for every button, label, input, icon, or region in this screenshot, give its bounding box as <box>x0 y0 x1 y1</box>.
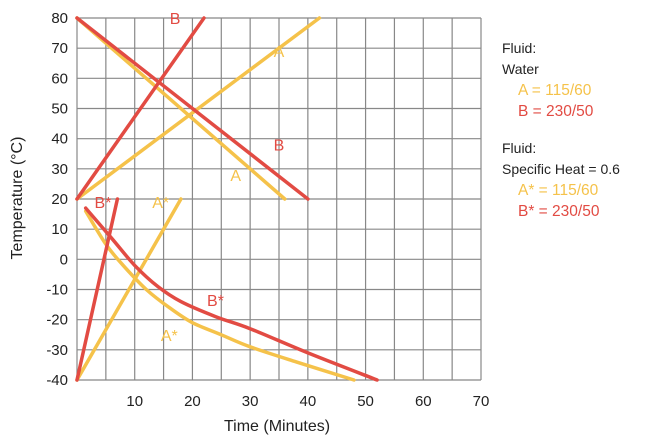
curve-label: B* <box>207 293 224 310</box>
curve-label: A* <box>152 195 169 212</box>
grid <box>76 17 482 381</box>
tick-labels: 10 20 30 40 50 60 70 80 70 60 50 40 30 20 10 0 -10 -20 -30… <box>46 10 489 410</box>
curve-label: A <box>274 44 285 61</box>
x-tick-label: 70 <box>473 393 490 410</box>
y-tick-label: 70 <box>51 40 68 57</box>
y-tick-label: 30 <box>51 161 68 178</box>
legend-group: Fluid: Water A = 115/60 B = 230/50 <box>502 38 659 122</box>
curve-label: B* <box>95 195 112 212</box>
curve-labels: B A B A B* A* B* A* <box>95 11 285 345</box>
y-tick-label: 60 <box>51 70 68 87</box>
curve-label: B <box>170 11 181 28</box>
legend-entry: B = 230/50 <box>518 103 594 120</box>
y-tick-label: 20 <box>51 191 68 208</box>
y-tick-label: -30 <box>46 342 68 359</box>
legend-heading: Water <box>502 61 539 77</box>
y-tick-label: -10 <box>46 282 68 299</box>
series-line-b-star <box>83 206 379 382</box>
series-line-a-star <box>83 209 356 382</box>
x-tick-label: 50 <box>357 393 374 410</box>
x-tick-label: 20 <box>184 393 201 410</box>
x-tick-label: 10 <box>126 393 143 410</box>
y-tick-label: 0 <box>60 251 68 268</box>
series-line-a-star <box>75 197 183 382</box>
legend: Fluid: Water A = 115/60 B = 230/50 Fluid: Spe… <box>502 38 659 238</box>
x-axis-title: Time (Minutes) <box>224 418 330 435</box>
y-tick-label: -20 <box>46 312 68 329</box>
x-tick-label: 40 <box>300 393 317 410</box>
legend-entry: A* = 115/60 <box>518 182 599 199</box>
series-line-b <box>75 16 310 201</box>
series-line-b-star <box>75 197 120 382</box>
curve-label: B <box>274 138 285 155</box>
curve-label: A* <box>161 328 178 345</box>
y-tick-label: -40 <box>46 372 68 389</box>
legend-heading: Specific Heat = 0.6 <box>502 161 620 177</box>
series-line-a <box>75 16 287 201</box>
series-line-b <box>75 16 206 201</box>
y-axis-title: Temperature (°C) <box>9 137 26 260</box>
legend-entry: B* = 230/50 <box>518 203 600 220</box>
legend-heading: Fluid: <box>502 140 537 156</box>
legend-heading: Fluid: <box>502 40 537 56</box>
legend-group: Fluid: Specific Heat = 0.6 A* = 115/60 B* =… <box>502 138 659 222</box>
series-line-a <box>75 16 322 201</box>
x-tick-label: 60 <box>415 393 432 410</box>
y-tick-label: 40 <box>51 131 68 148</box>
y-tick-label: 80 <box>51 10 68 27</box>
y-tick-label: 10 <box>51 221 68 238</box>
series-lines <box>75 16 379 382</box>
curve-label: A <box>230 168 241 185</box>
y-tick-label: 50 <box>51 101 68 118</box>
x-tick-label: 30 <box>242 393 259 410</box>
legend-entry: A = 115/60 <box>518 82 592 99</box>
